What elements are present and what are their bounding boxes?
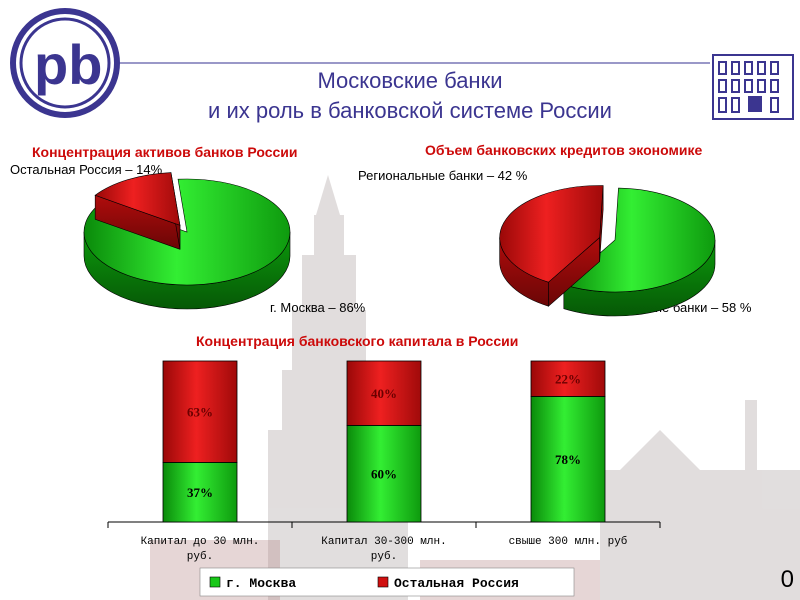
- rb-logo: pb: [10, 8, 120, 118]
- bar-2-label-1: 22%: [555, 372, 581, 387]
- page-title-line-1: Московские банки: [317, 68, 503, 93]
- bar-category-label-0-line2: руб.: [187, 550, 213, 563]
- bar-0-label-0: 37%: [187, 485, 213, 500]
- legend-swatch-rest: [377, 576, 389, 588]
- legend-swatch-moscow: [209, 576, 221, 588]
- pie-left-heading: Концентрация активов банков России: [32, 144, 298, 160]
- bar-category-label-1: Капитал 30-300 млн.: [321, 536, 446, 548]
- pie-left-label-rest: Остальная Россия – 14%: [10, 162, 163, 177]
- bar-category-label-0: Капитал до 30 млн.: [141, 536, 260, 548]
- bar-1-seg-0: [346, 424, 422, 523]
- bar-2-seg-0: [530, 396, 606, 523]
- bar-1-seg-1: [346, 360, 422, 426]
- pie-right-slice-0: [563, 187, 716, 317]
- legend-label-moscow: г. Москва: [226, 576, 296, 591]
- pie-right-slice-1: [499, 185, 604, 307]
- svg-text:pb: pb: [34, 33, 102, 96]
- bar-chart-heading: Концентрация банковского капитала в Росс…: [196, 333, 519, 349]
- header-rule: [120, 62, 710, 64]
- building-icon: [712, 54, 794, 120]
- bar-1-label-0: 60%: [371, 467, 397, 482]
- bar-0-label-1: 63%: [187, 405, 213, 420]
- bar-category-label-1-line2: руб.: [371, 550, 397, 563]
- bar-category-label-2: свыше 300 млн. руб: [509, 535, 628, 548]
- page-number: 0: [780, 566, 794, 593]
- page-title-line-2: и их роль в банковской системе России: [208, 98, 612, 123]
- pie-right-heading: Объем банковских кредитов экономике: [425, 142, 703, 158]
- pie-left-slice-1: [94, 172, 181, 250]
- legend-label-rest: Остальная Россия: [394, 576, 519, 591]
- bar-1-label-1: 40%: [371, 386, 397, 401]
- pie-left-label-moscow: г. Москва – 86%: [270, 300, 366, 315]
- bar-0-seg-1: [162, 360, 238, 463]
- pie-right-label-regional: Региональные банки – 42 %: [358, 168, 528, 183]
- bar-2-label-0: 78%: [555, 452, 581, 467]
- bar-0-seg-0: [162, 462, 238, 523]
- bar-2-seg-1: [530, 360, 606, 397]
- pie-left-slice-0: [83, 178, 291, 310]
- page-title: Московские банки и их роль в банковской …: [130, 66, 690, 126]
